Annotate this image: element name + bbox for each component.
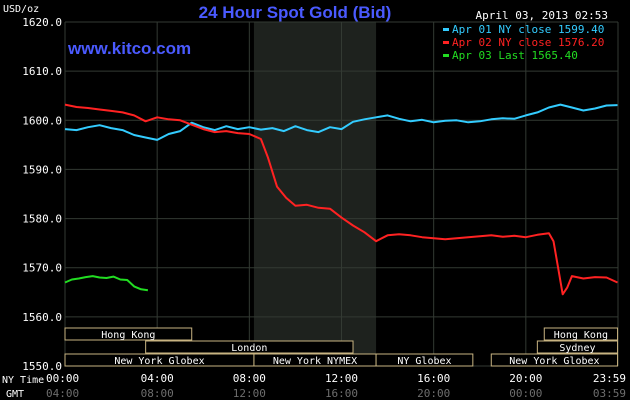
y-tick-label: 1570.0: [22, 262, 62, 275]
x-tick-label-gmt: 00:00: [509, 387, 542, 400]
x-tick-label-ny: 23:59: [593, 372, 626, 385]
chart-title: 24 Hour Spot Gold (Bid): [199, 3, 392, 22]
y-tick-label: 1580.0: [22, 213, 62, 226]
x-tick-label-ny: 20:00: [509, 372, 542, 385]
x-axis-label-ny: NY Time: [2, 375, 44, 386]
session-bar: [145, 340, 354, 354]
x-axis-ticks: 00:00 04:00 08:00 12:00 16:00 20:00 23:59 04:00…: [46, 372, 626, 400]
x-tick-label-gmt: 04:00: [46, 387, 79, 400]
price-series: [64, 103, 618, 296]
session-bar: [64, 327, 193, 341]
grid-lines: [64, 21, 619, 367]
nymex-session-shading: [253, 22, 377, 366]
x-tick-label-ny: 08:00: [233, 372, 266, 385]
y-axis-unit-label: USD/oz: [3, 4, 39, 15]
trading-session-bars: Hong Kong Hong Kong London Sydney New York G…: [64, 327, 619, 367]
session-label: London: [231, 343, 267, 354]
y-tick-label: 1610.0: [22, 65, 62, 78]
session-bar: [543, 327, 619, 341]
y-tick-label: 1560.0: [22, 311, 62, 324]
x-tick-label-gmt: 08:00: [141, 387, 174, 400]
x-tick-label-ny: 00:00: [46, 372, 79, 385]
x-tick-label-gmt: 12:00: [233, 387, 266, 400]
legend-entry: Apr 03 Last 1565.40: [452, 49, 578, 62]
legend-entry: Apr 01 NY close 1599.40: [452, 23, 604, 36]
session-label: Sydney: [559, 343, 595, 354]
x-axis-label-gmt: GMT: [6, 389, 24, 400]
session-bar: [490, 353, 619, 367]
x-tick-label-gmt: 20:00: [417, 387, 450, 400]
session-label: Hong Kong: [554, 330, 608, 341]
y-tick-label: 1620.0: [22, 16, 62, 29]
date-label: April 03, 2013 02:53: [476, 9, 608, 22]
x-tick-label-ny: 12:00: [325, 372, 358, 385]
y-tick-label: 1550.0: [22, 360, 62, 373]
session-label: NY Globex: [397, 356, 451, 367]
y-tick-label: 1600.0: [22, 114, 62, 127]
website-label[interactable]: www.kitco.com: [67, 39, 191, 58]
series-line-3: [64, 275, 149, 292]
session-label: New York NYMEX: [273, 356, 357, 367]
x-tick-label-ny: 16:00: [417, 372, 450, 385]
series-line-2: [64, 103, 618, 296]
session-bar: [536, 340, 619, 354]
session-label: New York Globex: [509, 356, 599, 367]
x-tick-label-gmt: 03:59: [593, 387, 626, 400]
series-line-1: [64, 103, 618, 141]
legend-swatch: [443, 28, 449, 31]
y-axis-ticks: 1620.0 1610.0 1600.0 1590.0 1580.0 1570.0 1560…: [22, 16, 62, 373]
session-label: Hong Kong: [101, 330, 155, 341]
x-tick-label-ny: 04:00: [141, 372, 174, 385]
legend-swatch: [443, 41, 449, 44]
legend-entry: Apr 02 NY close 1576.20: [452, 36, 604, 49]
y-tick-label: 1590.0: [22, 163, 62, 176]
legend-swatch: [443, 54, 449, 57]
session-bar: [375, 353, 474, 367]
session-label: New York Globex: [114, 356, 204, 367]
x-tick-label-gmt: 16:00: [325, 387, 358, 400]
